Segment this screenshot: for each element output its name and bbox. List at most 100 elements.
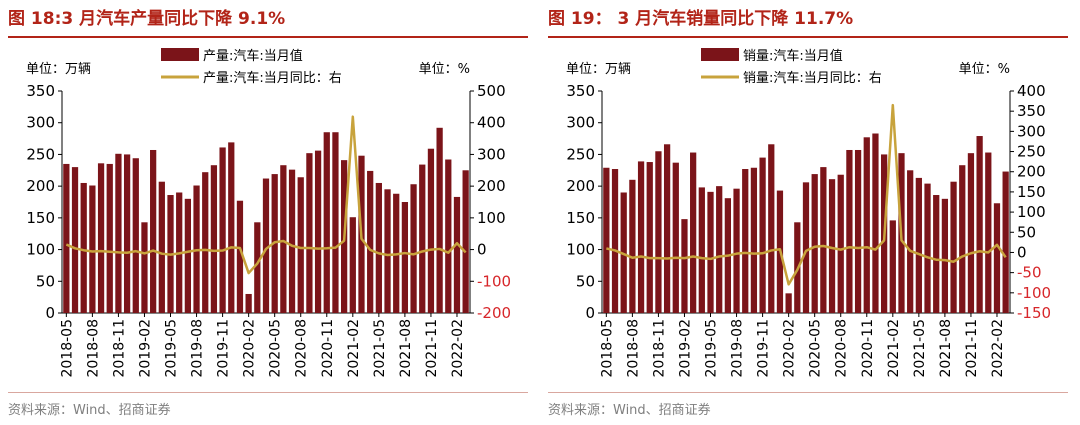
x-tick-label: 2018-08 xyxy=(85,319,101,378)
bar xyxy=(254,222,261,313)
right-tick-label: 250 xyxy=(1017,143,1046,161)
bar xyxy=(132,158,139,313)
right-tick-label: 400 xyxy=(1017,82,1046,100)
bar xyxy=(158,181,165,313)
right-tick-label: -100 xyxy=(477,272,511,290)
x-tick-label: 2019-11 xyxy=(216,319,232,378)
left-tick-label: 100 xyxy=(26,241,55,259)
bar xyxy=(445,159,452,313)
x-tick-label: 2018-05 xyxy=(599,319,615,378)
left-tick-label: 300 xyxy=(566,114,595,132)
x-tick-label: 2019-02 xyxy=(137,319,153,378)
bar xyxy=(637,161,645,313)
x-tick-label: 2019-05 xyxy=(164,319,180,378)
bar xyxy=(80,182,87,313)
bar xyxy=(436,127,443,313)
legend-swatch-bar xyxy=(701,48,739,61)
x-tick-label: 2021-05 xyxy=(912,319,928,378)
legend-swatch-bar xyxy=(161,48,199,61)
right-tick-label: 100 xyxy=(477,209,506,227)
bar xyxy=(453,196,461,313)
bar xyxy=(384,189,391,313)
bar xyxy=(123,154,131,313)
yoy-line xyxy=(65,115,467,275)
right-tick-label: 50 xyxy=(1017,223,1036,241)
right-tick-label: 150 xyxy=(1017,183,1046,201)
bar xyxy=(907,170,914,313)
left-tick-label: 0 xyxy=(45,304,55,322)
bar xyxy=(150,149,157,313)
bar xyxy=(655,151,662,313)
bar xyxy=(375,182,382,313)
x-tick-label: 2021-02 xyxy=(346,319,362,378)
x-tick-label: 2021-08 xyxy=(398,319,414,378)
bar xyxy=(750,167,758,313)
legend-label-line: 销量:汽车:当月同比：右 xyxy=(743,70,882,86)
bar xyxy=(854,149,862,313)
left-tick-label: 200 xyxy=(566,177,595,195)
right-tick-label: -200 xyxy=(477,304,511,322)
bar xyxy=(71,167,79,313)
bar xyxy=(915,177,922,313)
left-tick-label: 0 xyxy=(585,304,595,322)
bar xyxy=(210,165,218,313)
bar xyxy=(690,152,697,313)
bar xyxy=(828,179,836,313)
right-tick-label: 0 xyxy=(1017,243,1027,261)
bar xyxy=(716,186,723,313)
bar xyxy=(889,220,896,313)
left-tick-label: 300 xyxy=(26,114,55,132)
x-tick-label: 2020-08 xyxy=(294,319,310,378)
x-tick-label: 2018-05 xyxy=(59,319,75,378)
x-tick-label: 2022-02 xyxy=(450,319,466,378)
right-tick-label: 200 xyxy=(1017,163,1046,181)
right-tick-label: 0 xyxy=(477,241,487,259)
x-tick-label: 2020-05 xyxy=(808,319,824,378)
bar xyxy=(288,169,296,313)
x-tick-label: 2022-02 xyxy=(990,319,1006,378)
x-tick-label: 2018-08 xyxy=(625,319,641,378)
source-note: 资料来源：Wind、招商证券 xyxy=(8,403,171,418)
right-tick-label: 350 xyxy=(1017,102,1046,120)
bar xyxy=(768,144,775,313)
bar xyxy=(993,203,1001,313)
bar xyxy=(811,174,818,313)
x-tick-label: 2019-08 xyxy=(730,319,746,378)
source-note: 资料来源：Wind、招商证券 xyxy=(548,403,711,418)
left-tick-label: 250 xyxy=(566,145,595,163)
x-tick-label: 2019-05 xyxy=(704,319,720,378)
right-tick-label: 400 xyxy=(477,114,506,132)
chart-title: 图 18:3 月汽车产量同比下降 9.1% xyxy=(8,9,286,29)
bar xyxy=(297,177,304,313)
left-tick-label: 50 xyxy=(576,272,595,290)
right-tick-label: 200 xyxy=(477,177,506,195)
right-tick-label: -100 xyxy=(1017,284,1051,302)
left-tick-label: 100 xyxy=(566,241,595,259)
bar xyxy=(184,198,191,313)
bar xyxy=(985,152,992,313)
x-tick-label: 2021-05 xyxy=(372,319,388,378)
bar xyxy=(306,153,313,313)
bar xyxy=(802,182,810,313)
bar xyxy=(245,293,252,313)
title-rule xyxy=(8,36,528,38)
title-rule xyxy=(548,36,1068,38)
x-tick-label: 2020-11 xyxy=(860,319,876,378)
bar xyxy=(742,169,749,313)
bar xyxy=(950,181,957,313)
right-unit-label: 单位：% xyxy=(959,62,1010,77)
bar xyxy=(202,172,209,313)
bar xyxy=(89,185,96,313)
left-tick-label: 200 xyxy=(26,177,55,195)
source-rule xyxy=(548,392,1068,393)
bar xyxy=(967,153,975,313)
x-tick-label: 2021-08 xyxy=(938,319,954,378)
bar xyxy=(698,187,705,313)
x-tick-label: 2020-05 xyxy=(268,319,284,378)
right-tick-label: 500 xyxy=(477,82,506,100)
bar xyxy=(410,184,417,313)
bar xyxy=(820,167,827,313)
bar xyxy=(427,148,435,313)
